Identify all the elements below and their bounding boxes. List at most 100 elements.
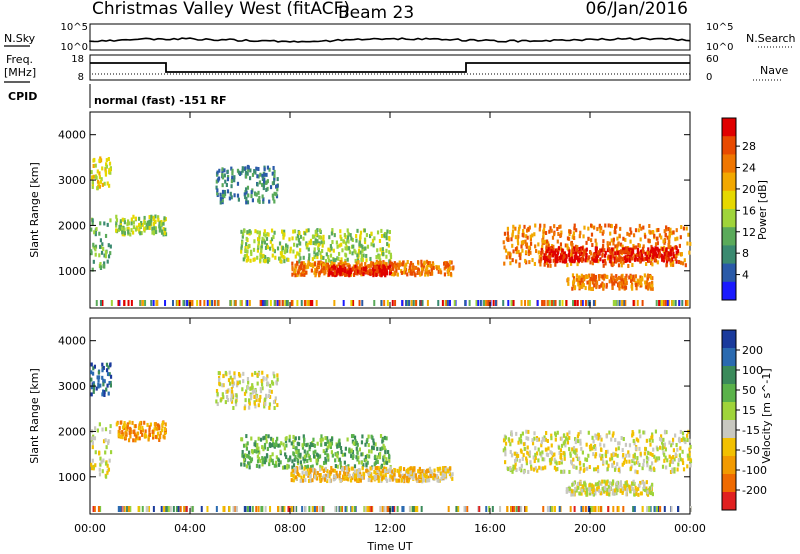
echo-cell <box>604 250 607 255</box>
echo-cell <box>673 457 676 462</box>
echo-cell <box>261 462 264 467</box>
echo-cell <box>364 266 367 271</box>
echo-cell <box>141 425 144 430</box>
echo-cell <box>373 462 376 467</box>
echo-cell <box>420 263 423 268</box>
echo-cell <box>619 480 623 485</box>
colorbar-tick-label: -100 <box>742 464 767 477</box>
echo-cell <box>243 406 246 411</box>
echo-cell <box>273 374 276 379</box>
echo-cell <box>332 258 336 263</box>
echo-cell <box>233 371 236 376</box>
echo-cell <box>418 474 421 479</box>
echo-cell <box>374 262 377 267</box>
echo-cell <box>389 271 392 276</box>
echo-cell <box>684 440 687 445</box>
echo-cell <box>437 478 440 483</box>
echo-cell <box>251 172 255 177</box>
ground-scatter-cell <box>517 506 520 512</box>
echo-cell <box>366 469 369 474</box>
echo-cell <box>647 247 650 252</box>
echo-cell <box>232 405 235 410</box>
echo-cell <box>252 257 255 262</box>
ground-scatter-cell <box>590 506 593 512</box>
echo-cell <box>643 487 646 492</box>
echo-cell <box>669 470 673 475</box>
echo-cell <box>558 460 561 465</box>
echo-cell <box>302 434 305 439</box>
echo-cell <box>94 163 97 168</box>
echo-cell <box>105 445 108 450</box>
echo-cell <box>506 226 510 231</box>
echo-cell <box>148 226 151 231</box>
echo-cell <box>397 265 400 270</box>
echo-cell <box>660 235 663 240</box>
nsearch-label: N.Search <box>746 32 796 45</box>
echo-cell <box>216 188 219 193</box>
echo-cell <box>308 456 311 461</box>
echo-cell <box>241 387 244 392</box>
echo-cell <box>649 491 653 496</box>
echo-cell <box>624 442 628 447</box>
echo-cell <box>256 182 259 187</box>
echo-cell <box>255 397 258 402</box>
echo-cell <box>579 430 582 435</box>
echo-cell <box>512 466 515 471</box>
echo-cell <box>230 387 233 392</box>
echo-cell <box>503 446 507 451</box>
echo-cell <box>511 243 514 248</box>
echo-cell <box>92 464 95 469</box>
echo-cell <box>260 378 263 383</box>
echo-cell <box>575 247 579 252</box>
echo-cell <box>343 263 346 268</box>
echo-cell <box>632 454 635 459</box>
echo-cell <box>325 252 328 257</box>
echo-cell <box>254 229 257 234</box>
echo-cell <box>556 239 559 244</box>
echo-cell <box>639 277 642 282</box>
echo-cell <box>326 479 329 484</box>
echo-cell <box>650 435 653 440</box>
echo-cell <box>589 485 592 490</box>
echo-cell <box>398 263 401 268</box>
echo-cell <box>605 282 608 287</box>
echo-cell <box>270 389 273 394</box>
ground-scatter-cell <box>303 300 306 306</box>
echo-cell <box>518 224 521 229</box>
echo-cell <box>540 466 543 471</box>
echo-cell <box>245 196 248 201</box>
echo-cell <box>552 244 555 249</box>
echo-cell <box>296 261 299 266</box>
echo-cell <box>644 446 647 451</box>
echo-cell <box>145 222 148 227</box>
echo-cell <box>639 283 642 288</box>
colorbar-tick-label: -15 <box>742 424 760 437</box>
ground-scatter-cell <box>119 506 122 512</box>
echo-cell <box>560 452 563 457</box>
echo-cell <box>364 246 367 251</box>
echo-cell <box>108 161 112 166</box>
echo-cell <box>126 425 129 430</box>
ground-scatter-cell <box>648 506 651 512</box>
echo-cell <box>320 439 323 444</box>
echo-cell <box>354 250 357 255</box>
echo-cell <box>354 477 357 482</box>
echo-cell <box>265 236 269 241</box>
echo-cell <box>356 473 360 478</box>
echo-cell <box>335 470 338 475</box>
echo-cell <box>98 467 101 472</box>
echo-cell <box>676 236 679 241</box>
echo-cell <box>574 244 578 249</box>
echo-cell <box>628 258 631 263</box>
echo-cell <box>416 270 419 275</box>
ground-scatter-cell <box>528 300 531 306</box>
echo-cell <box>298 473 301 478</box>
echo-cell <box>361 434 364 439</box>
ground-scatter-cell <box>167 506 170 512</box>
echo-cell <box>378 265 381 270</box>
echo-cell <box>599 257 602 262</box>
echo-cell <box>298 241 301 246</box>
echo-cell <box>419 272 422 277</box>
echo-cell <box>686 241 689 246</box>
echo-cell <box>598 274 601 279</box>
